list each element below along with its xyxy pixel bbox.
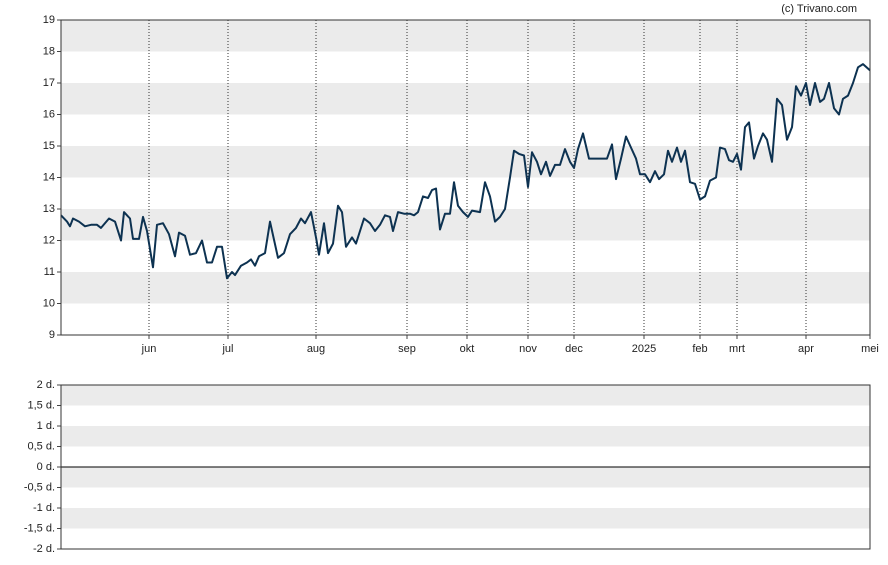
y-tick-label: 16: [43, 108, 55, 120]
y-tick-label: 12: [43, 234, 55, 246]
y-tick-label: 1,5 d.: [27, 399, 55, 411]
grid-band: [61, 83, 870, 115]
grid-band: [61, 385, 870, 406]
y-tick-label: 15: [43, 140, 55, 152]
x-tick-label: sep: [398, 343, 416, 355]
x-tick-label: aug: [307, 343, 325, 355]
x-tick-label: feb: [692, 343, 707, 355]
y-tick-label: 19: [43, 14, 55, 26]
x-tick-label: dec: [565, 343, 583, 355]
x-tick-label: mrt: [729, 343, 745, 355]
y-tick-label: 10: [43, 297, 55, 309]
grid-band: [61, 508, 870, 529]
y-tick-label: -1,5 d.: [24, 522, 55, 534]
y-tick-label: 17: [43, 77, 55, 89]
copyright: (c) Trivano.com: [781, 3, 857, 15]
x-tick-label: nov: [519, 343, 537, 355]
y-tick-label: -1 d.: [33, 502, 55, 514]
y-tick-label: 2 d.: [37, 379, 55, 391]
plot-frame: [60, 19, 871, 336]
grid-band: [61, 272, 870, 304]
grid-band: [61, 146, 870, 178]
x-tick-label: 2025: [632, 343, 656, 355]
grid-band: [61, 20, 870, 52]
y-tick-label: 0,5 d.: [27, 440, 55, 452]
x-tick-label: jun: [141, 343, 157, 355]
x-tick-label: okt: [460, 343, 475, 355]
y-tick-label: 11: [44, 266, 55, 278]
grid-band: [61, 426, 870, 447]
y-tick-label: 0 d.: [37, 461, 55, 473]
y-tick-label: 18: [43, 45, 55, 57]
plot-frame: [60, 384, 871, 550]
price-line: [60, 63, 871, 280]
x-tick-label: jul: [221, 343, 233, 355]
y-tick-label: -0,5 d.: [24, 481, 55, 493]
x-tick-label: apr: [798, 343, 814, 355]
y-tick-label: 14: [43, 171, 55, 183]
y-tick-label: -2 d.: [33, 543, 55, 555]
x-tick-label: mei: [861, 343, 879, 355]
y-tick-label: 1 d.: [37, 420, 55, 432]
y-tick-label: 9: [49, 329, 55, 341]
grid-band: [61, 467, 870, 488]
y-tick-label: 13: [43, 203, 55, 215]
